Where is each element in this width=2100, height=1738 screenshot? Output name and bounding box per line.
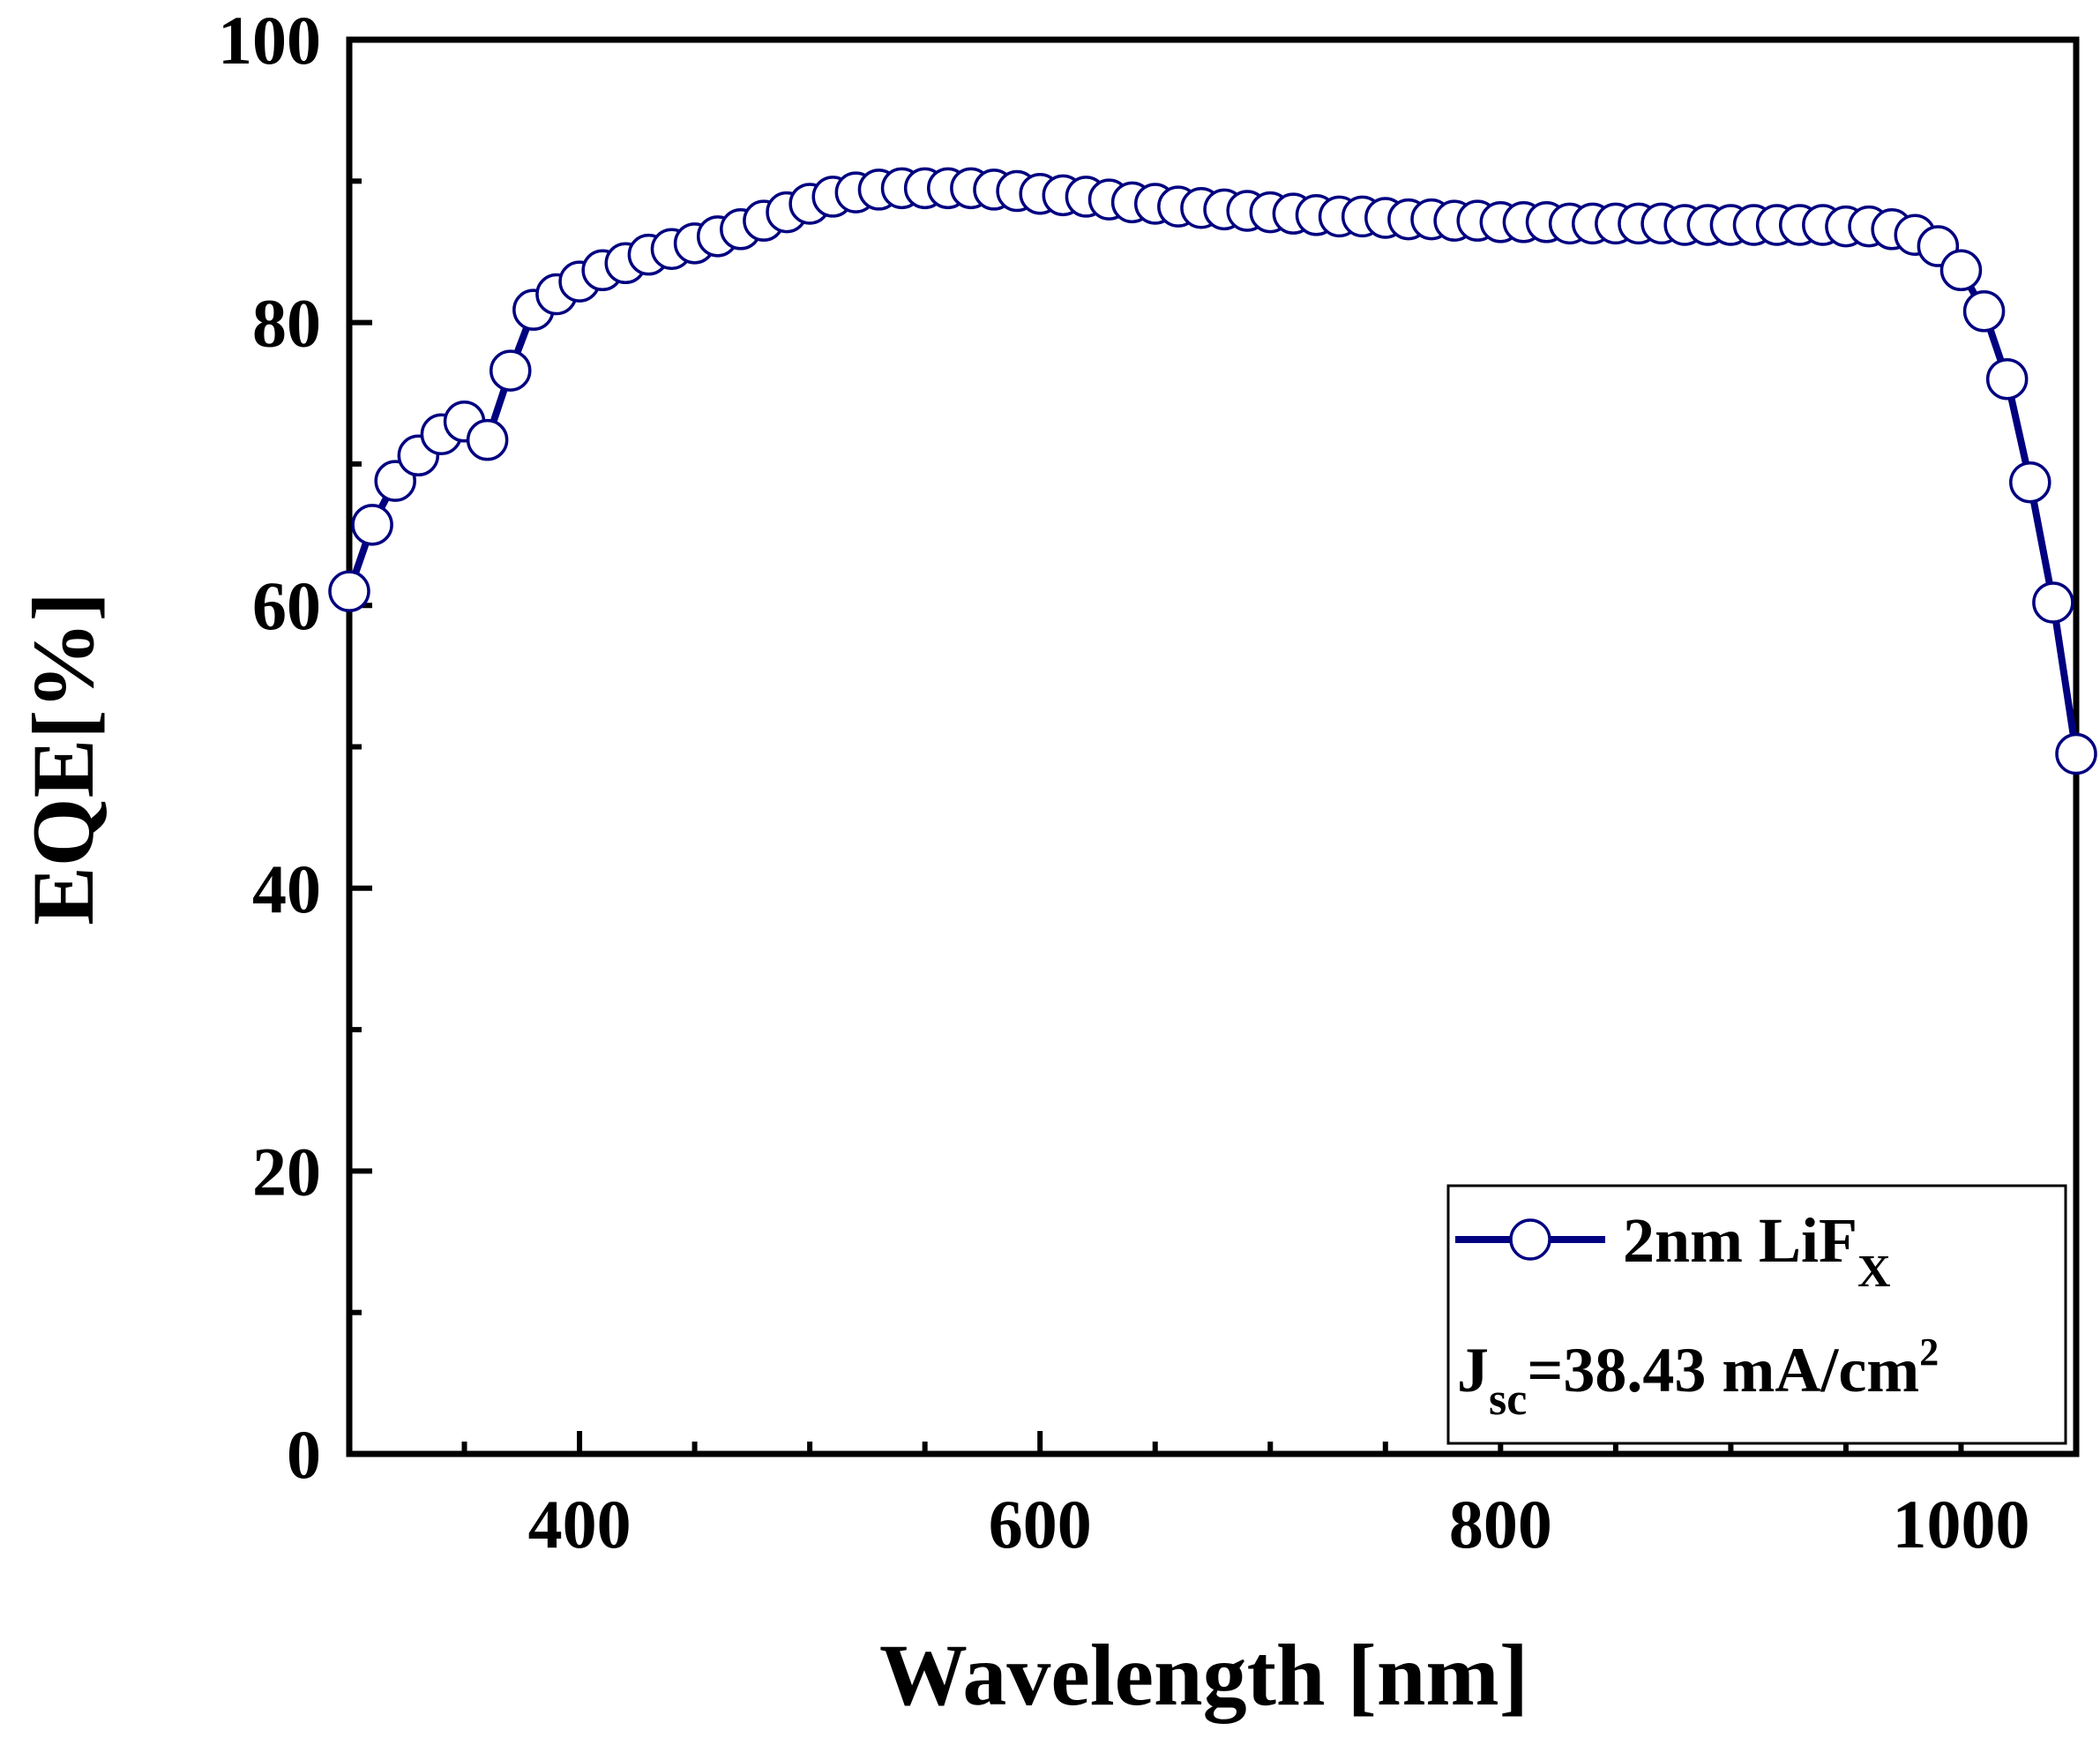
legend-frame: [1446, 1184, 2067, 1445]
y-tick-label: 40: [252, 850, 321, 927]
y-tick-label: 0: [287, 1416, 321, 1493]
y-tick-labels: 0 20 40 60 80 100: [218, 2, 321, 1493]
jsc-annotation: Jsc=38.43 mA/cm2: [1457, 1330, 1939, 1425]
data-point: [1939, 249, 1983, 292]
x-tick-label: 400: [528, 1486, 631, 1562]
x-tick-label: 800: [1449, 1486, 1552, 1562]
data-point: [1962, 290, 2006, 333]
y-tick-label: 60: [252, 567, 321, 644]
data-point: [2032, 581, 2074, 624]
data-point: [466, 418, 509, 461]
data-point: [489, 349, 532, 392]
data-point: [351, 504, 393, 546]
y-tick-label: 20: [252, 1133, 321, 1210]
series-layer: [328, 167, 2097, 775]
data-point: [328, 570, 370, 612]
legend-label: 2nm LiFX: [1623, 1205, 1891, 1297]
data-point: [2055, 732, 2097, 775]
x-tick-labels: 400 600 800 1000: [528, 1486, 2030, 1562]
y-tick-label: 100: [218, 2, 321, 79]
legend-marker-sample: [1509, 1218, 1551, 1261]
x-axis-title: Wavelength [nm]: [879, 1626, 1528, 1724]
y-tick-label: 80: [252, 285, 321, 362]
x-tick-label: 600: [989, 1486, 1092, 1562]
data-point: [1985, 357, 2029, 401]
y-axis-title: EQE[%]: [14, 592, 112, 925]
data-point: [2009, 461, 2051, 504]
x-tick-label: 1000: [1892, 1486, 2029, 1562]
legend-box: 2nm LiFX Jsc=38.43 mA/cm2: [1446, 1184, 2067, 1445]
